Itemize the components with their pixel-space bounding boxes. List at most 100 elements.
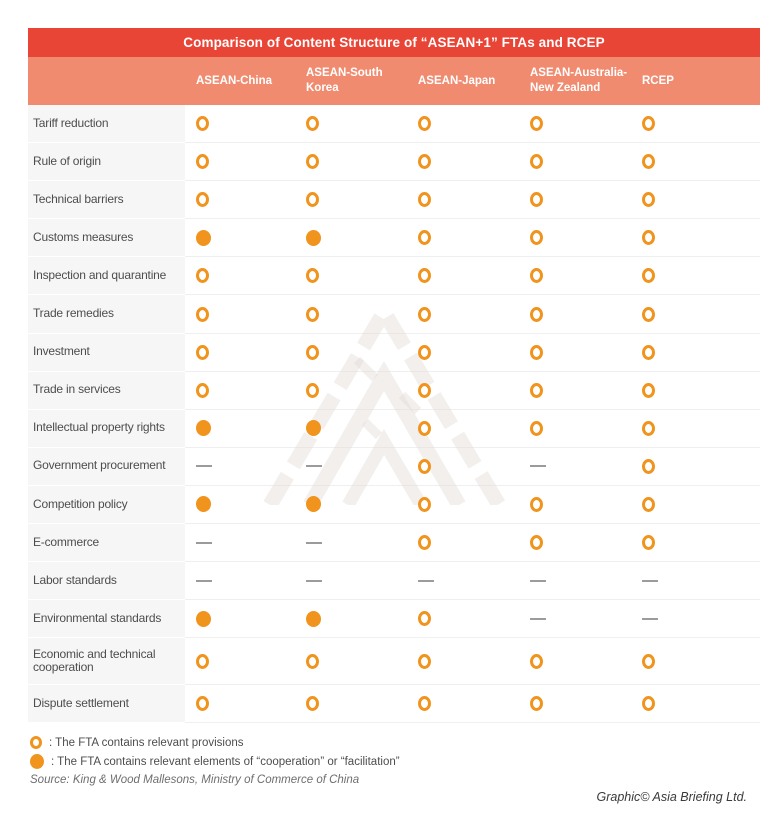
table-cell xyxy=(631,600,760,639)
table-cell xyxy=(407,562,519,601)
table-cell xyxy=(185,600,295,639)
table-row: Dispute settlement xyxy=(28,685,760,724)
row-label: E-commerce xyxy=(28,524,185,563)
table-cell xyxy=(185,448,295,486)
row-label: Inspection and quarantine xyxy=(28,257,185,296)
table-cell xyxy=(519,372,631,410)
open-circle-icon xyxy=(530,268,543,284)
table-cell xyxy=(407,219,519,258)
open-circle-icon xyxy=(642,653,655,669)
table-cell xyxy=(519,181,631,220)
open-circle-icon xyxy=(306,116,319,132)
table-cell xyxy=(185,219,295,258)
filled-circle-icon xyxy=(196,496,211,513)
table-cell xyxy=(407,638,519,686)
table-cell xyxy=(407,600,519,639)
table-cell xyxy=(295,105,407,144)
dash-icon xyxy=(196,541,212,544)
table-cell xyxy=(295,562,407,601)
table-cell xyxy=(407,410,519,448)
filled-circle-icon xyxy=(196,420,211,437)
column-header: ASEAN-Japan xyxy=(418,74,496,87)
table-cell xyxy=(519,295,631,334)
table-body: Tariff reduction Rule of origin Technical … xyxy=(28,105,760,724)
table-cell xyxy=(295,685,407,724)
table-cell xyxy=(631,257,760,296)
open-circle-icon xyxy=(642,268,655,284)
table-cell xyxy=(407,685,519,724)
column-header: ASEAN-South Korea xyxy=(306,67,383,94)
row-label: Dispute settlement xyxy=(28,685,185,724)
table-cell xyxy=(185,105,295,144)
row-label: Labor standards xyxy=(28,562,185,601)
table-cell xyxy=(631,524,760,563)
table-cell xyxy=(185,143,295,182)
table-cell xyxy=(519,410,631,448)
table-cell xyxy=(295,448,407,486)
dash-icon xyxy=(530,465,546,468)
open-circle-icon xyxy=(418,496,431,512)
open-circle-icon xyxy=(306,268,319,284)
table-cell xyxy=(519,638,631,686)
table-cell xyxy=(295,181,407,220)
table-cell xyxy=(185,257,295,296)
open-circle-icon xyxy=(418,230,431,246)
open-circle-icon xyxy=(306,192,319,208)
table-cell xyxy=(519,257,631,296)
open-circle-icon xyxy=(642,535,655,551)
open-circle-icon xyxy=(196,154,209,170)
table-row: Tariff reduction xyxy=(28,105,760,144)
dash-icon xyxy=(306,541,322,544)
row-label: Tariff reduction xyxy=(28,105,185,144)
credit-note: Graphic© Asia Briefing Ltd. xyxy=(596,790,747,804)
table-cell xyxy=(295,257,407,296)
open-circle-icon xyxy=(418,344,431,360)
table-cell xyxy=(185,486,295,525)
open-circle-icon xyxy=(642,696,655,712)
open-circle-icon xyxy=(418,653,431,669)
table-cell xyxy=(519,600,631,639)
open-circle-icon xyxy=(642,382,655,398)
table-cell xyxy=(631,410,760,448)
row-label: Competition policy xyxy=(28,485,185,525)
open-circle-icon xyxy=(418,696,431,712)
open-circle-icon xyxy=(642,458,655,474)
table-cell xyxy=(295,143,407,182)
column-header: ASEAN-China xyxy=(196,74,273,87)
table-cell xyxy=(519,105,631,144)
dash-icon xyxy=(418,579,434,582)
legend-filled-text: : The FTA contains relevant elements of … xyxy=(51,755,400,768)
table-cell xyxy=(295,219,407,258)
open-circle-icon xyxy=(418,420,431,436)
open-circle-icon xyxy=(196,344,209,360)
open-circle-icon xyxy=(642,230,655,246)
table-row: Labor standards xyxy=(28,562,760,601)
open-circle-icon xyxy=(418,458,431,474)
table-row: Inspection and quarantine xyxy=(28,257,760,296)
table-cell xyxy=(631,219,760,258)
dash-icon xyxy=(306,579,322,582)
table-cell xyxy=(185,334,295,372)
table-cell xyxy=(185,562,295,601)
open-circle-icon xyxy=(196,382,209,398)
table-cell xyxy=(295,638,407,686)
dash-icon xyxy=(196,579,212,582)
table-cell xyxy=(519,334,631,372)
open-circle-icon xyxy=(642,116,655,132)
open-circle-icon xyxy=(306,154,319,170)
table-cell xyxy=(407,334,519,372)
table-cell xyxy=(519,562,631,601)
open-circle-icon xyxy=(418,154,431,170)
table-row: Trade remedies xyxy=(28,295,760,334)
table-row: E-commerce xyxy=(28,524,760,563)
table-cell xyxy=(407,524,519,563)
row-label: Trade in services xyxy=(28,371,185,410)
table-row: Technical barriers xyxy=(28,181,760,220)
table-cell xyxy=(631,562,760,601)
filled-circle-icon xyxy=(306,229,321,246)
table-row: Rule of origin xyxy=(28,143,760,182)
table-cell xyxy=(519,524,631,563)
table-row: Competition policy xyxy=(28,485,760,525)
table-cell xyxy=(185,524,295,563)
column-header: RCEP xyxy=(642,74,674,87)
